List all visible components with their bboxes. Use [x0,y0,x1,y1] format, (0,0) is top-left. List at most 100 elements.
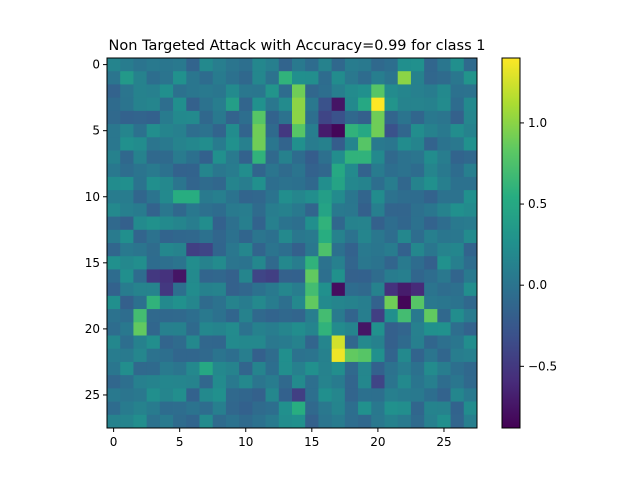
heatmap-cell [358,216,372,231]
heatmap-cell [437,269,451,284]
heatmap-cell [225,309,240,323]
heatmap-cell [358,388,372,402]
heatmap-cell [146,361,161,376]
heatmap-cell [358,256,372,270]
heatmap-cell [437,295,451,310]
heatmap-cell [450,388,465,402]
heatmap-cell [173,322,187,336]
heatmap-cell [120,309,134,323]
heatmap-cell [344,124,359,138]
heatmap-cell [318,216,333,231]
heatmap-cell [463,71,478,85]
x-tick-label: 25 [436,435,451,449]
heatmap-cell [358,335,372,350]
heatmap-cell [146,335,161,350]
heatmap-cell [199,203,214,217]
heatmap-cell [305,58,319,72]
heatmap-cell [225,243,240,257]
heatmap-cell [146,71,161,85]
heatmap-cell [278,84,293,99]
heatmap-cell [424,282,438,297]
heatmap-cell [463,163,478,178]
heatmap-cell [384,97,399,112]
heatmap-cell [358,375,372,389]
heatmap-cell [371,322,385,336]
heatmap-cell [384,348,399,363]
heatmap-cell [318,137,333,151]
heatmap-cell [384,71,399,85]
heatmap-cell [107,256,121,270]
heatmap-cell [292,335,306,350]
heatmap-cell [265,335,280,350]
heatmap-cell [318,190,333,204]
heatmap-cell [410,203,425,217]
heatmap-cell [239,361,253,376]
heatmap-cell [463,361,478,376]
heatmap-cell [252,243,266,257]
heatmap-cell [278,203,293,217]
heatmap-cell [292,322,306,336]
heatmap-cell [397,229,412,244]
heatmap-cell [225,216,240,231]
heatmap-cell [292,388,306,402]
heatmap-cell [424,309,438,323]
heatmap-cell [344,71,359,85]
heatmap-cell [450,150,465,165]
heatmap-cell [146,375,161,389]
heatmap-cell [371,176,385,191]
heatmap-cell [133,309,148,323]
heatmap-cell [278,216,293,231]
heatmap-cell [133,243,148,257]
heatmap-cell [265,401,280,416]
heatmap-cell [358,414,372,429]
heatmap-cell [173,335,187,350]
heatmap-cell [199,110,214,125]
heatmap-cell [410,163,425,178]
heatmap-cell [410,58,425,72]
heatmap-cell [305,414,319,429]
heatmap-cell [331,295,346,310]
heatmap-cell [133,348,148,363]
plot-frame [106,57,478,429]
heatmap-cell [159,414,174,429]
heatmap-cell [186,269,200,284]
heatmap-cell [146,124,161,138]
heatmap-cell [199,216,214,231]
heatmap-cell [278,243,293,257]
heatmap-cell [146,414,161,429]
heatmap-cell [107,229,121,244]
heatmap-cell [199,256,214,270]
heatmap-cell [397,401,412,416]
heatmap-cell [437,216,451,231]
heatmap-cell [159,150,174,165]
heatmap-cell [371,295,385,310]
colorbar-ticks: 1.0 0.5 0.0 −0.5 [520,116,557,373]
heatmap-cell [239,229,253,244]
heatmap-cell [212,97,227,112]
heatmap-cell [305,176,319,191]
heatmap-cell [186,322,200,336]
heatmap-cell [331,84,346,99]
heatmap-cell [292,110,306,125]
heatmap-cell [410,256,425,270]
heatmap-cell [397,150,412,165]
heatmap-cell [265,229,280,244]
heatmap-cell [450,401,465,416]
heatmap-cell [358,190,372,204]
heatmap-cell [186,110,200,125]
heatmap-cell [318,269,333,284]
colorbar [501,57,521,429]
heatmap-cell [371,256,385,270]
heatmap-cell [186,309,200,323]
heatmap-cell [410,282,425,297]
heatmap-cell [384,401,399,416]
heatmap-cell [133,295,148,310]
heatmap-cell [133,229,148,244]
heatmap-cell [305,322,319,336]
heatmap-cell [278,269,293,284]
heatmap-cell [173,163,187,178]
heatmap-cell [331,150,346,165]
heatmap-cell [186,414,200,429]
heatmap-cell [278,282,293,297]
